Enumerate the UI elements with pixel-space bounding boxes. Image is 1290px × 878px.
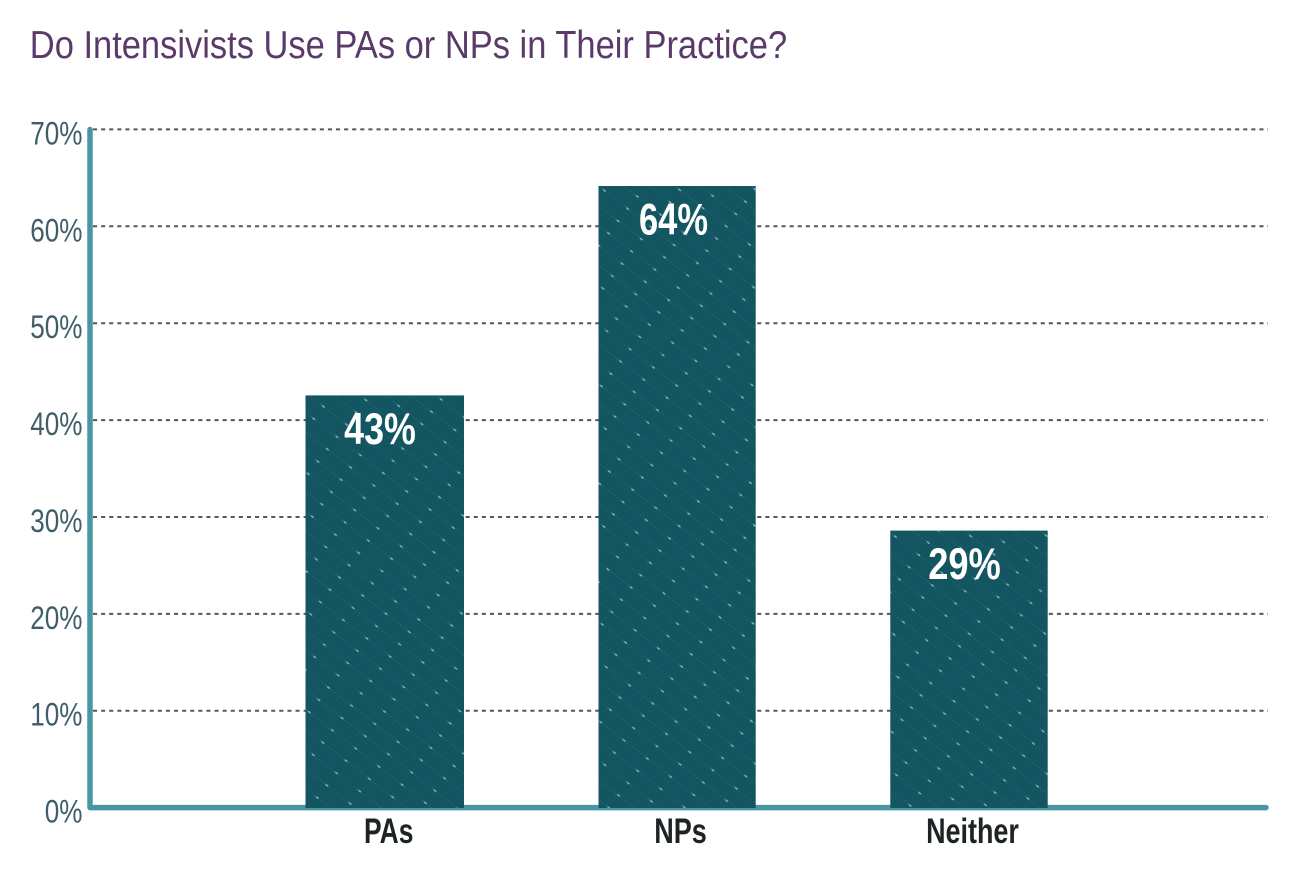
svg-text:20%: 20% [30, 600, 82, 636]
svg-text:Do Intensivists Use PAs or NPs: Do Intensivists Use PAs or NPs in Their … [30, 23, 787, 66]
svg-text:10%: 10% [30, 697, 82, 733]
svg-text:50%: 50% [30, 310, 82, 346]
svg-text:40%: 40% [30, 407, 82, 443]
svg-text:60%: 60% [30, 213, 82, 249]
svg-text:0%: 0% [45, 794, 83, 830]
svg-text:Neither: Neither [926, 812, 1019, 851]
svg-text:NPs: NPs [654, 812, 707, 851]
svg-text:43%: 43% [344, 403, 416, 454]
svg-text:PAs: PAs [364, 811, 413, 851]
svg-text:30%: 30% [30, 503, 82, 539]
svg-text:70%: 70% [30, 116, 82, 152]
svg-text:64%: 64% [639, 195, 708, 244]
svg-text:29%: 29% [928, 539, 1001, 589]
